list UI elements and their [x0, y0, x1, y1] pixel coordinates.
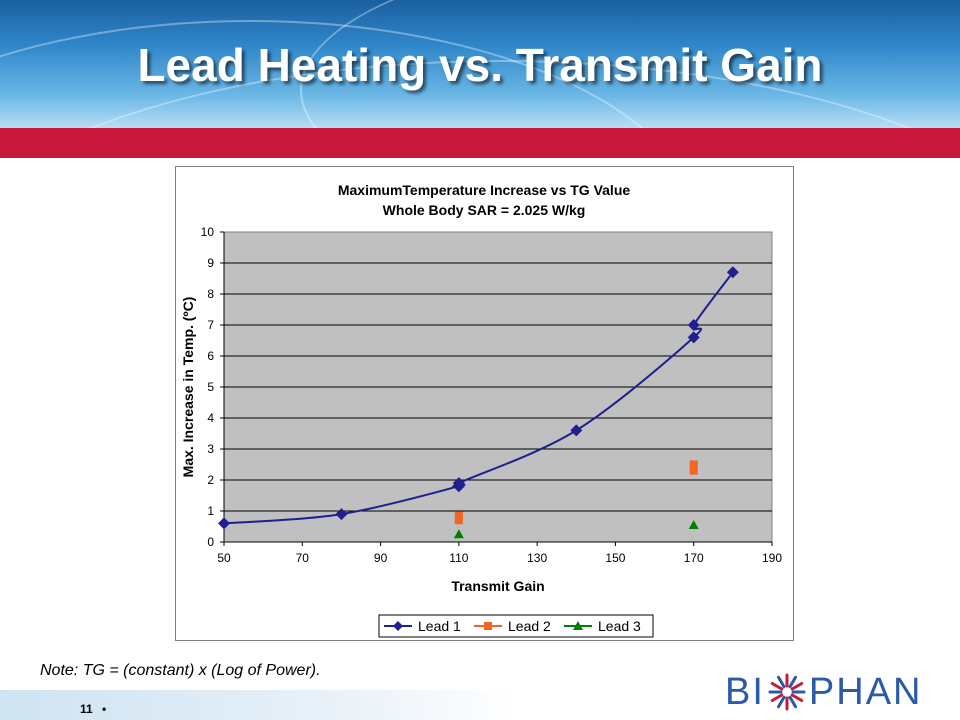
x-tick-label: 90 — [374, 551, 388, 565]
y-tick-label: 0 — [207, 535, 214, 549]
decorative-swoosh — [0, 60, 960, 128]
logo-text-left: BI — [725, 670, 765, 713]
y-tick-label: 9 — [207, 256, 214, 270]
y-tick-label: 4 — [207, 411, 214, 425]
sunburst-ray — [770, 693, 784, 702]
y-tick-label: 10 — [201, 225, 215, 239]
y-tick-label: 2 — [207, 473, 214, 487]
legend-marker — [393, 621, 403, 631]
y-tick-label: 6 — [207, 349, 214, 363]
footnote: Note: TG = (constant) x (Log of Power). — [40, 662, 321, 679]
legend-label: Lead 3 — [598, 618, 641, 634]
x-tick-label: 150 — [605, 551, 625, 565]
header-banner — [0, 0, 960, 128]
x-tick-label: 70 — [296, 551, 310, 565]
chart-title: MaximumTemperature Increase vs TG Value — [338, 182, 631, 198]
page-number-value: 11 — [80, 702, 93, 716]
y-tick-label: 5 — [207, 380, 214, 394]
data-point-lead-3 — [688, 519, 699, 529]
data-point-lead-1 — [726, 266, 739, 279]
data-point-lead-1 — [218, 517, 230, 530]
x-tick-label: 130 — [527, 551, 547, 565]
sunburst-ray — [790, 682, 804, 691]
sunburst-ray — [776, 695, 786, 709]
legend-marker — [484, 622, 492, 630]
page-number: 11 • — [80, 702, 106, 716]
logo-text-right: PHAN — [808, 670, 923, 713]
data-point-lead-2 — [454, 516, 463, 525]
y-tick-label: 8 — [207, 287, 214, 301]
accent-bar — [0, 128, 960, 158]
data-point-lead-1 — [452, 477, 465, 490]
chart-frame: MaximumTemperature Increase vs TG Value … — [175, 166, 794, 641]
x-tick-label: 170 — [684, 551, 704, 565]
x-tick-label: 190 — [762, 551, 782, 565]
legend-label: Lead 1 — [418, 618, 461, 634]
y-axis-label: Max. Increase in Temp. (ºC) — [180, 297, 196, 478]
sunburst-ray — [788, 675, 797, 689]
data-point-lead-2 — [689, 460, 698, 469]
data-point-lead-1 — [687, 331, 700, 344]
series-layer — [218, 266, 739, 539]
sunburst-ray — [788, 695, 797, 709]
data-point-lead-3 — [453, 529, 464, 539]
sunburst-ray — [776, 675, 786, 689]
page-bullet: • — [102, 702, 107, 716]
data-point-lead-2 — [454, 511, 463, 520]
y-tick-label: 7 — [207, 318, 214, 332]
y-tick-label: 3 — [207, 442, 214, 456]
grid-layer — [224, 262, 772, 512]
biophan-logo: BI PHAN — [725, 670, 923, 713]
footer-band — [0, 690, 520, 720]
sunburst-ray — [790, 693, 804, 702]
chart: MaximumTemperature Increase vs TG Value … — [180, 182, 783, 638]
x-axis-label: Transmit Gain — [451, 578, 544, 594]
legend-marker — [573, 621, 583, 630]
x-tick-label: 50 — [217, 551, 231, 565]
data-point-lead-1 — [335, 508, 348, 521]
sunburst-logo-icon — [768, 673, 806, 711]
data-point-lead-1 — [687, 319, 700, 331]
data-point-lead-2 — [689, 466, 698, 475]
chart-subtitle: Whole Body SAR = 2.025 W/kg — [383, 202, 586, 218]
sunburst-ray — [770, 682, 784, 691]
y-tick-label: 1 — [207, 504, 214, 518]
legend-label: Lead 2 — [508, 618, 551, 634]
x-tick-label: 110 — [449, 551, 468, 565]
legend-box — [378, 614, 654, 638]
chart-legend: Lead 1 Lead 2 Lead 3 — [378, 614, 654, 638]
axis-layer: 0 1 2 3 4 5 6 7 8 9 10 50 70 90 110 130 150 170 190 — [201, 225, 783, 565]
data-point-lead-1 — [570, 424, 583, 437]
slide-title: Lead Heating vs. Transmit Gain — [137, 39, 823, 91]
